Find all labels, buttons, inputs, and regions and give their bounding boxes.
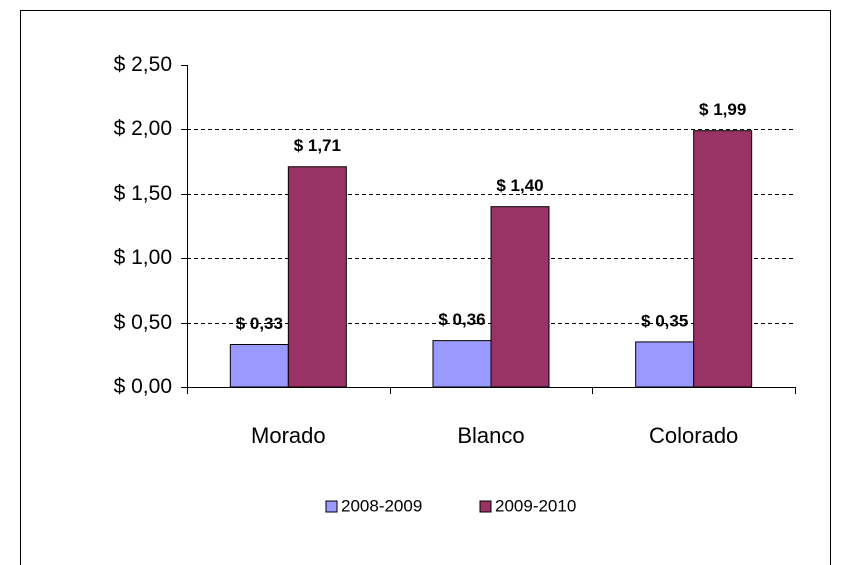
data-label: $ 0,35 xyxy=(641,311,688,330)
y-tick-label: $ 1,00 xyxy=(114,246,172,269)
bar xyxy=(287,166,347,388)
bar xyxy=(490,206,550,388)
legend-swatch xyxy=(479,500,492,513)
y-tick-label: $ 0,00 xyxy=(114,375,172,398)
legend-swatch xyxy=(325,500,338,513)
y-tick-label: $ 1,50 xyxy=(114,182,172,205)
bar xyxy=(693,130,753,388)
y-tick-label: $ 0,50 xyxy=(114,311,172,334)
data-label: $ 1,71 xyxy=(294,136,341,155)
bar xyxy=(229,343,289,388)
bar xyxy=(432,340,492,388)
x-tick-label: Blanco xyxy=(457,423,524,448)
y-tick-label: $ 2,50 xyxy=(114,53,172,76)
chart-frame xyxy=(20,10,831,565)
data-label: $ 1,40 xyxy=(496,176,543,195)
legend-label: 2008-2009 xyxy=(341,496,422,515)
data-label: $ 0,33 xyxy=(236,314,283,333)
data-label: $ 0,36 xyxy=(438,310,485,329)
bar xyxy=(635,341,695,388)
x-tick-label: Morado xyxy=(251,423,326,448)
legend-label: 2009-2010 xyxy=(495,496,576,515)
data-label: $ 1,99 xyxy=(699,100,746,119)
x-tick-label: Colorado xyxy=(649,423,738,448)
y-tick-label: $ 2,00 xyxy=(114,117,172,140)
